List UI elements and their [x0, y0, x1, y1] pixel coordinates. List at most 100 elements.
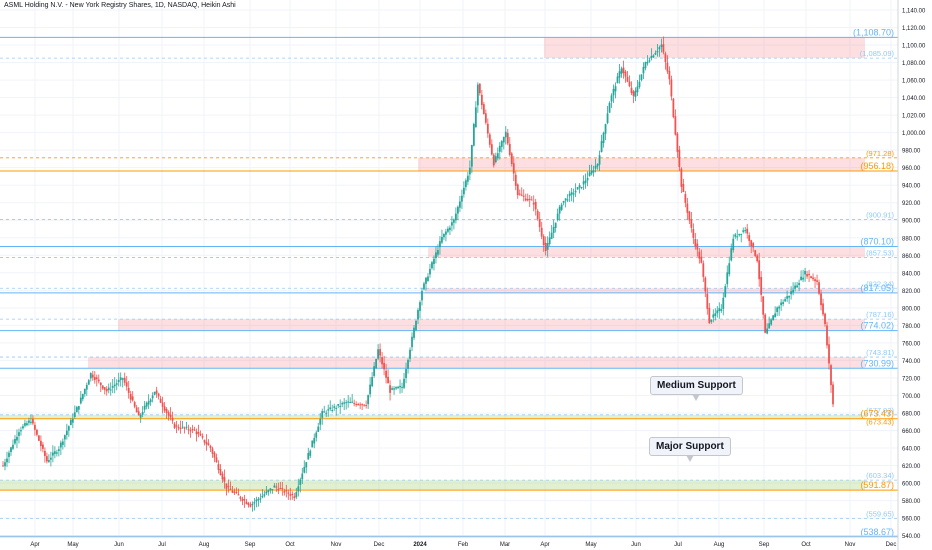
candle-body [572, 193, 575, 195]
candle-body [155, 390, 158, 394]
candle-body [596, 163, 599, 167]
candle-body [690, 219, 693, 228]
candle-body [662, 44, 665, 53]
candle-body [776, 307, 779, 313]
level-label: (559.65) [866, 509, 894, 518]
candle-body [550, 232, 553, 239]
price-axis-bg [898, 0, 932, 550]
candle-body [656, 50, 659, 53]
candle-body [588, 172, 591, 176]
candle-body [788, 295, 791, 298]
candle-body [109, 389, 112, 391]
candle-body [602, 132, 605, 143]
candle-body [654, 52, 657, 55]
candle-body [455, 213, 457, 221]
candle-body [87, 380, 90, 385]
candle-body [546, 242, 549, 250]
candle-body [211, 448, 214, 454]
candle-body [570, 192, 573, 195]
level-label: (787.16) [866, 310, 894, 319]
candle-body [197, 432, 200, 434]
candle-body [506, 133, 509, 144]
candle-body [694, 239, 697, 247]
level-label: (900.91) [866, 210, 894, 219]
candle-body [620, 68, 623, 74]
candle-body [257, 498, 260, 501]
candle-body [255, 499, 258, 502]
candle-body [738, 233, 741, 236]
candle-body [574, 190, 577, 193]
candle-body [439, 241, 441, 248]
x-tick-label: Sep [245, 542, 256, 548]
candle-body [91, 374, 94, 378]
candle-body [217, 464, 220, 470]
candle-body [592, 170, 595, 173]
time-axis: Apr May Jun Jul Aug Sep Oct Nov Dec 2024 Feb Mar Apr… [0, 535, 898, 548]
candle-body [179, 427, 182, 429]
candle-body [524, 198, 527, 201]
candle-body [586, 178, 589, 181]
x-tick-label: Dec [886, 542, 897, 548]
candle-body [343, 402, 346, 404]
candle-body [329, 407, 332, 410]
candle-body [339, 405, 342, 407]
candle-body [626, 76, 629, 82]
candle-body [275, 486, 278, 488]
candle-body [137, 411, 140, 416]
candle-body [650, 55, 653, 59]
candle-body [383, 362, 385, 370]
candle-body [381, 357, 383, 365]
candle-body [628, 81, 631, 87]
level-label: (538.67) [860, 527, 894, 537]
zone-red [428, 246, 865, 258]
y-tick-label: 900.00 [902, 219, 921, 225]
candle-body [239, 496, 242, 499]
candle-body [81, 394, 84, 400]
candle-body [271, 489, 274, 491]
candle-body [744, 230, 747, 232]
chart-title: ASML Holding N.V. - New York Registry Sh… [4, 2, 236, 9]
candle-body [510, 153, 513, 164]
zone-green [0, 480, 865, 491]
candle-body [215, 457, 218, 463]
candle-body [145, 402, 148, 407]
candle-body [367, 395, 370, 405]
level-label: (673.43) [860, 409, 894, 419]
candle-body [758, 260, 761, 280]
candle-body [12, 444, 14, 449]
candle-body [762, 296, 765, 315]
candle-body [808, 273, 810, 276]
candle-body [425, 277, 427, 284]
y-tick-label: 640.00 [902, 447, 921, 453]
y-tick-label: 1,060.00 [902, 79, 926, 85]
x-tick-label: Nov [331, 542, 342, 548]
candle-body [794, 285, 796, 289]
y-tick-label: 720.00 [902, 376, 921, 382]
candle-body [249, 504, 252, 507]
candle-body [391, 388, 393, 390]
candle-body [131, 396, 134, 401]
candle-body [349, 401, 352, 403]
level-label: (956.18) [860, 161, 894, 171]
candle-body [441, 236, 443, 243]
candle-body [85, 384, 88, 390]
candle-body [556, 213, 559, 221]
candle-body [558, 206, 561, 214]
y-tick-label: 580.00 [902, 499, 921, 505]
candle-body [658, 47, 661, 50]
candle-body [353, 403, 356, 405]
candle-body [532, 202, 535, 205]
candle-body [251, 503, 254, 506]
candle-body [496, 153, 499, 159]
candle-body [772, 315, 775, 321]
candle-body [702, 263, 705, 277]
candle-body [289, 494, 292, 496]
candle-body [24, 423, 26, 426]
candle-body [415, 320, 417, 330]
candle-body [285, 490, 288, 492]
candle-body [668, 70, 671, 80]
y-tick-label: 860.00 [902, 254, 921, 260]
candle-body [494, 156, 497, 163]
candle-body [253, 502, 256, 504]
